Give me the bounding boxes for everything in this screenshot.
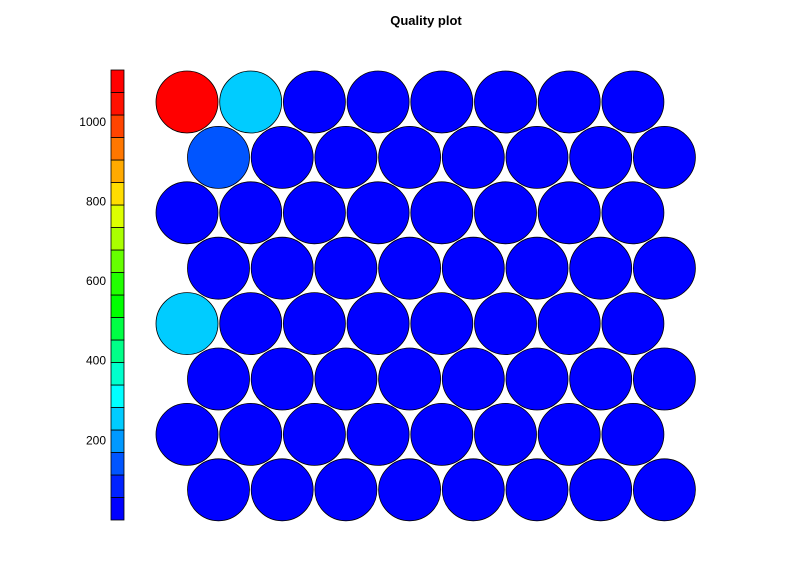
colorbar-segment: [110, 474, 125, 498]
quality-cell: [410, 402, 474, 466]
quality-cell: [187, 125, 250, 189]
quality-cell: [410, 70, 474, 134]
quality-cell: [633, 347, 696, 411]
quality-cell: [441, 236, 505, 300]
quality-cell: [155, 70, 219, 134]
quality-cell: [569, 458, 633, 522]
quality-cell: [378, 458, 442, 522]
colorbar-segment: [110, 362, 125, 386]
quality-cell: [601, 181, 665, 245]
quality-cell: [441, 458, 505, 522]
quality-cell: [474, 292, 537, 356]
colorbar-segment: [110, 227, 125, 251]
chart-title: Quality plot: [390, 13, 462, 28]
quality-cell: [441, 347, 505, 411]
quality-cell: [314, 458, 378, 522]
quality-cell: [219, 402, 283, 466]
quality-cell: [569, 347, 633, 411]
colorbar-segment: [110, 204, 125, 228]
colorbar-tick-label: 1000: [79, 115, 106, 129]
colorbar-segment: [110, 294, 125, 318]
quality-cell: [537, 402, 601, 466]
quality-cell: [474, 181, 537, 245]
quality-cell: [378, 236, 442, 300]
quality-cell: [346, 70, 410, 134]
colorbar-segment: [110, 407, 125, 431]
colorbar-segment: [110, 272, 125, 296]
quality-cell: [569, 236, 633, 300]
quality-cell: [187, 236, 250, 300]
colorbar-segment: [110, 452, 125, 476]
quality-cell: [187, 347, 250, 411]
quality-cell: [250, 236, 314, 300]
quality-cell: [505, 236, 569, 300]
colorbar-segment: [110, 182, 125, 206]
quality-cell: [537, 70, 601, 134]
quality-cell: [219, 70, 283, 134]
quality-cell: [187, 458, 250, 522]
colorbar-tick-label: 800: [86, 194, 106, 208]
colorbar-segment: [110, 384, 125, 408]
quality-cell: [505, 458, 569, 522]
quality-cell: [633, 458, 696, 522]
quality-cell: [346, 292, 410, 356]
quality-cell: [601, 292, 665, 356]
quality-cell: [250, 347, 314, 411]
quality-cells: [155, 70, 696, 522]
quality-cell: [314, 236, 378, 300]
quality-cell: [282, 70, 346, 134]
quality-cell: [410, 292, 474, 356]
quality-cell: [474, 402, 537, 466]
quality-cell: [378, 347, 442, 411]
quality-cell: [633, 125, 696, 189]
quality-cell: [410, 181, 474, 245]
quality-cell: [219, 292, 283, 356]
quality-cell: [250, 458, 314, 522]
colorbar-segment: [110, 92, 125, 116]
colorbar-segment: [110, 114, 125, 138]
quality-cell: [537, 181, 601, 245]
quality-cell: [378, 125, 442, 189]
colorbar-segment: [110, 497, 125, 521]
quality-cell: [346, 402, 410, 466]
colorbar-ticks: 200 400 600 800 1000: [79, 115, 106, 448]
colorbar-segment: [110, 429, 125, 453]
colorbar-segment: [110, 249, 125, 273]
quality-cell: [219, 181, 283, 245]
quality-cell: [633, 236, 696, 300]
colorbar-segment: [110, 159, 125, 183]
quality-cell: [505, 347, 569, 411]
quality-cell: [155, 181, 219, 245]
colorbar-segment: [110, 339, 125, 363]
quality-cell: [282, 402, 346, 466]
colorbar-tick-label: 600: [86, 274, 106, 288]
quality-cell: [314, 125, 378, 189]
colorbar-segment: [110, 69, 125, 93]
colorbar: [110, 69, 125, 521]
quality-cell: [155, 402, 219, 466]
quality-cell: [346, 181, 410, 245]
quality-cell: [314, 347, 378, 411]
quality-cell: [569, 125, 633, 189]
quality-cell: [474, 70, 537, 134]
quality-cell: [505, 125, 569, 189]
colorbar-tick-label: 400: [86, 354, 106, 368]
quality-cell: [282, 292, 346, 356]
colorbar-segment: [110, 137, 125, 161]
colorbar-tick-label: 200: [86, 433, 106, 447]
colorbar-segment: [110, 317, 125, 341]
quality-cell: [282, 181, 346, 245]
quality-cell: [601, 402, 665, 466]
quality-cell: [601, 70, 665, 134]
quality-cell: [441, 125, 505, 189]
quality-cell: [155, 292, 219, 356]
quality-cell: [537, 292, 601, 356]
quality-cell: [250, 125, 314, 189]
